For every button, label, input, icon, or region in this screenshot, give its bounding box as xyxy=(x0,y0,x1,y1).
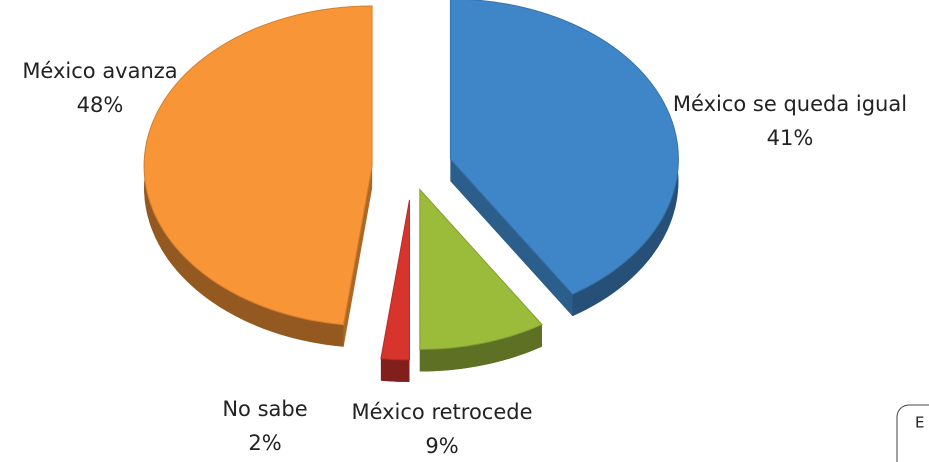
slice xyxy=(380,199,410,361)
slice-edge xyxy=(450,159,573,317)
slice-label: México avanza xyxy=(22,59,177,83)
slice xyxy=(419,188,543,351)
slice-rim xyxy=(380,358,410,382)
note-box xyxy=(896,404,929,462)
slice xyxy=(143,5,373,326)
note: E xyxy=(915,414,924,432)
value-label: 41% xyxy=(767,126,814,150)
value-label: 2% xyxy=(248,431,281,455)
slice-label: México retrocede xyxy=(351,400,532,424)
value-label: 9% xyxy=(425,434,458,458)
slice xyxy=(449,0,679,295)
slice-label: México se queda igual xyxy=(673,92,907,116)
slice-label: No sabe xyxy=(222,397,307,421)
value-label: 48% xyxy=(77,93,124,117)
slice-edge xyxy=(343,165,373,347)
